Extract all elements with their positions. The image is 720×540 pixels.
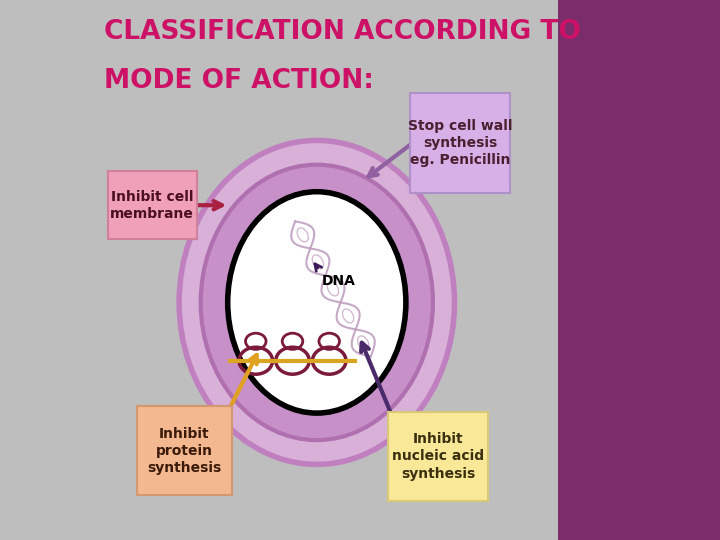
Ellipse shape [228,192,406,413]
FancyBboxPatch shape [410,93,510,193]
Text: Inhibit
nucleic acid
synthesis: Inhibit nucleic acid synthesis [392,432,485,481]
Text: DNA: DNA [323,274,356,288]
Text: Inhibit
protein
synthesis: Inhibit protein synthesis [148,427,222,475]
Text: MODE OF ACTION:: MODE OF ACTION: [104,68,374,93]
Text: CLASSIFICATION ACCORDING TO: CLASSIFICATION ACCORDING TO [104,19,580,45]
Text: Stop cell wall
synthesis
eg. Penicillin: Stop cell wall synthesis eg. Penicillin [408,119,512,167]
FancyBboxPatch shape [388,411,488,501]
Ellipse shape [179,140,454,464]
Ellipse shape [201,165,433,440]
FancyBboxPatch shape [138,406,232,496]
FancyBboxPatch shape [107,172,197,239]
Text: Inhibit cell
membrane: Inhibit cell membrane [110,190,194,221]
